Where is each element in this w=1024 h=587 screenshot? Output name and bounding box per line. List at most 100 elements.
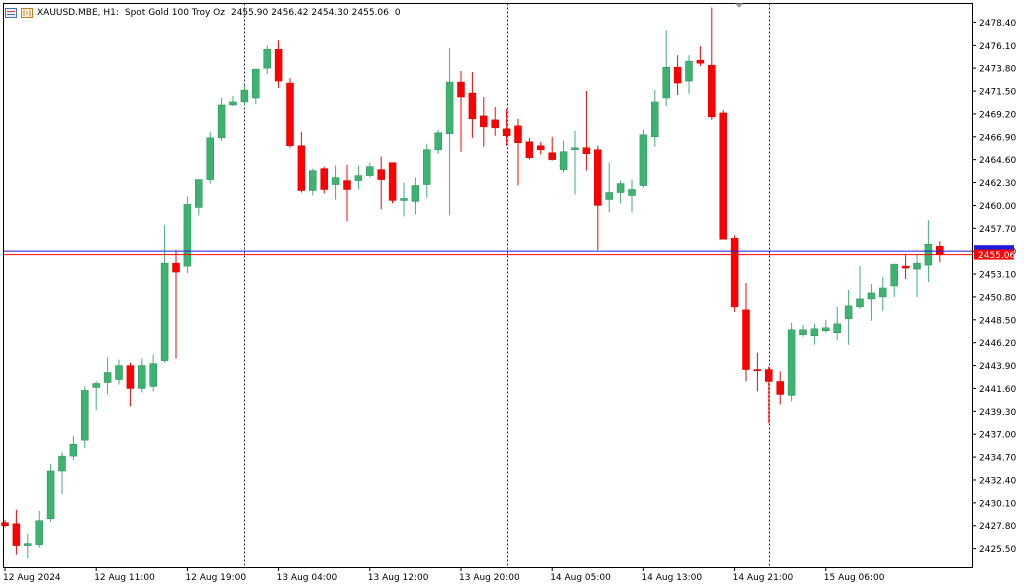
candle-body bbox=[822, 327, 830, 332]
candle bbox=[696, 46, 705, 67]
x-tick-label: 15 Aug 06:00 bbox=[824, 573, 885, 583]
candle-body bbox=[867, 292, 876, 300]
y-tick-label: 2434.70 bbox=[979, 454, 1016, 464]
candle bbox=[24, 533, 32, 559]
candle bbox=[844, 289, 853, 345]
candle-body bbox=[890, 263, 898, 287]
y-tick-label: 2427.80 bbox=[979, 522, 1016, 532]
candle bbox=[890, 263, 898, 297]
x-tick-label: 12 Aug 11:00 bbox=[94, 573, 155, 583]
ohlc-volume: 0 bbox=[394, 8, 401, 18]
candle bbox=[708, 7, 716, 120]
candle-body bbox=[331, 177, 340, 185]
candle bbox=[423, 143, 431, 198]
candle bbox=[240, 85, 249, 106]
candle-body bbox=[69, 443, 78, 457]
y-tick-label: 2432.40 bbox=[979, 476, 1016, 486]
candle-body bbox=[502, 128, 511, 137]
candle-body bbox=[81, 390, 89, 441]
candle bbox=[1, 519, 9, 528]
chart-type-icon[interactable] bbox=[21, 8, 33, 18]
candle-body bbox=[628, 189, 636, 196]
candle-body bbox=[696, 59, 705, 64]
candle bbox=[183, 196, 192, 274]
candle-body bbox=[354, 175, 363, 181]
candle-body bbox=[434, 132, 442, 150]
candle bbox=[331, 165, 340, 200]
candle bbox=[434, 129, 442, 154]
candle bbox=[901, 255, 910, 280]
candle bbox=[115, 359, 123, 385]
candle-body bbox=[901, 265, 910, 269]
candle-body bbox=[12, 523, 21, 546]
candle-body bbox=[343, 180, 351, 190]
candle-body bbox=[286, 82, 294, 146]
candle bbox=[582, 91, 591, 171]
y-tick-label: 2430.10 bbox=[979, 499, 1016, 509]
candle-body bbox=[103, 372, 112, 383]
candle-body bbox=[776, 381, 784, 395]
candle-body bbox=[138, 365, 146, 389]
candle bbox=[126, 362, 135, 407]
candle-body bbox=[206, 137, 214, 180]
candle bbox=[605, 162, 613, 213]
candle bbox=[309, 168, 317, 196]
y-tick-label: 2437.00 bbox=[979, 431, 1016, 441]
candle bbox=[138, 358, 146, 393]
candle-body bbox=[297, 145, 306, 191]
candle bbox=[58, 452, 66, 494]
symbol-list-icon[interactable] bbox=[5, 8, 17, 18]
candle bbox=[92, 381, 100, 411]
candle-body bbox=[252, 68, 260, 99]
candle-body bbox=[708, 64, 716, 118]
candle bbox=[229, 96, 237, 106]
y-tick-label: 2443.90 bbox=[979, 362, 1016, 372]
candle-body bbox=[195, 179, 203, 208]
candle bbox=[514, 118, 522, 186]
candle bbox=[662, 30, 670, 106]
candle bbox=[537, 141, 545, 155]
candle-body bbox=[377, 169, 385, 180]
candle-body bbox=[24, 543, 32, 546]
candle bbox=[457, 71, 465, 152]
ohlc-close: 2455.06 bbox=[351, 8, 389, 18]
candle bbox=[388, 162, 397, 204]
candle-body bbox=[423, 149, 431, 185]
x-tick-label: 12 Aug 2024 bbox=[3, 573, 61, 583]
candle bbox=[81, 386, 89, 449]
candle-body bbox=[639, 134, 648, 186]
candle-body bbox=[468, 92, 477, 120]
y-tick-label: 2460.00 bbox=[979, 202, 1016, 212]
ohlc-high: 2456.42 bbox=[271, 8, 309, 18]
candle-body bbox=[229, 101, 237, 106]
symbol-timeframe: XAUUSD.MBE, H1: bbox=[37, 8, 119, 18]
candle bbox=[206, 131, 214, 184]
bid-price-label-box bbox=[974, 249, 1014, 260]
scroll-marker-icon[interactable] bbox=[735, 3, 743, 9]
candle-body bbox=[366, 166, 374, 176]
candle-body bbox=[35, 520, 43, 545]
candle bbox=[46, 464, 55, 522]
candle-body bbox=[525, 141, 534, 158]
candle-body bbox=[582, 147, 591, 154]
candle bbox=[594, 145, 602, 251]
candle bbox=[354, 165, 363, 190]
candle bbox=[548, 136, 556, 161]
symbol-description: Spot Gold 100 Troy Oz bbox=[124, 8, 225, 18]
candle bbox=[673, 55, 682, 96]
candle-body bbox=[730, 238, 739, 308]
candle bbox=[879, 277, 887, 311]
y-tick-label: 2478.40 bbox=[979, 19, 1016, 29]
chart-header: XAUUSD.MBE, H1: Spot Gold 100 Troy Oz 24… bbox=[5, 6, 407, 20]
candle bbox=[833, 306, 841, 340]
candlestick-series bbox=[1, 7, 944, 559]
candle bbox=[343, 164, 351, 222]
candle-body bbox=[240, 89, 249, 103]
candle bbox=[468, 72, 477, 138]
candle-body bbox=[58, 455, 66, 472]
candle bbox=[742, 283, 750, 382]
candle bbox=[286, 78, 294, 148]
candle-body bbox=[913, 262, 921, 270]
candle bbox=[856, 266, 864, 309]
